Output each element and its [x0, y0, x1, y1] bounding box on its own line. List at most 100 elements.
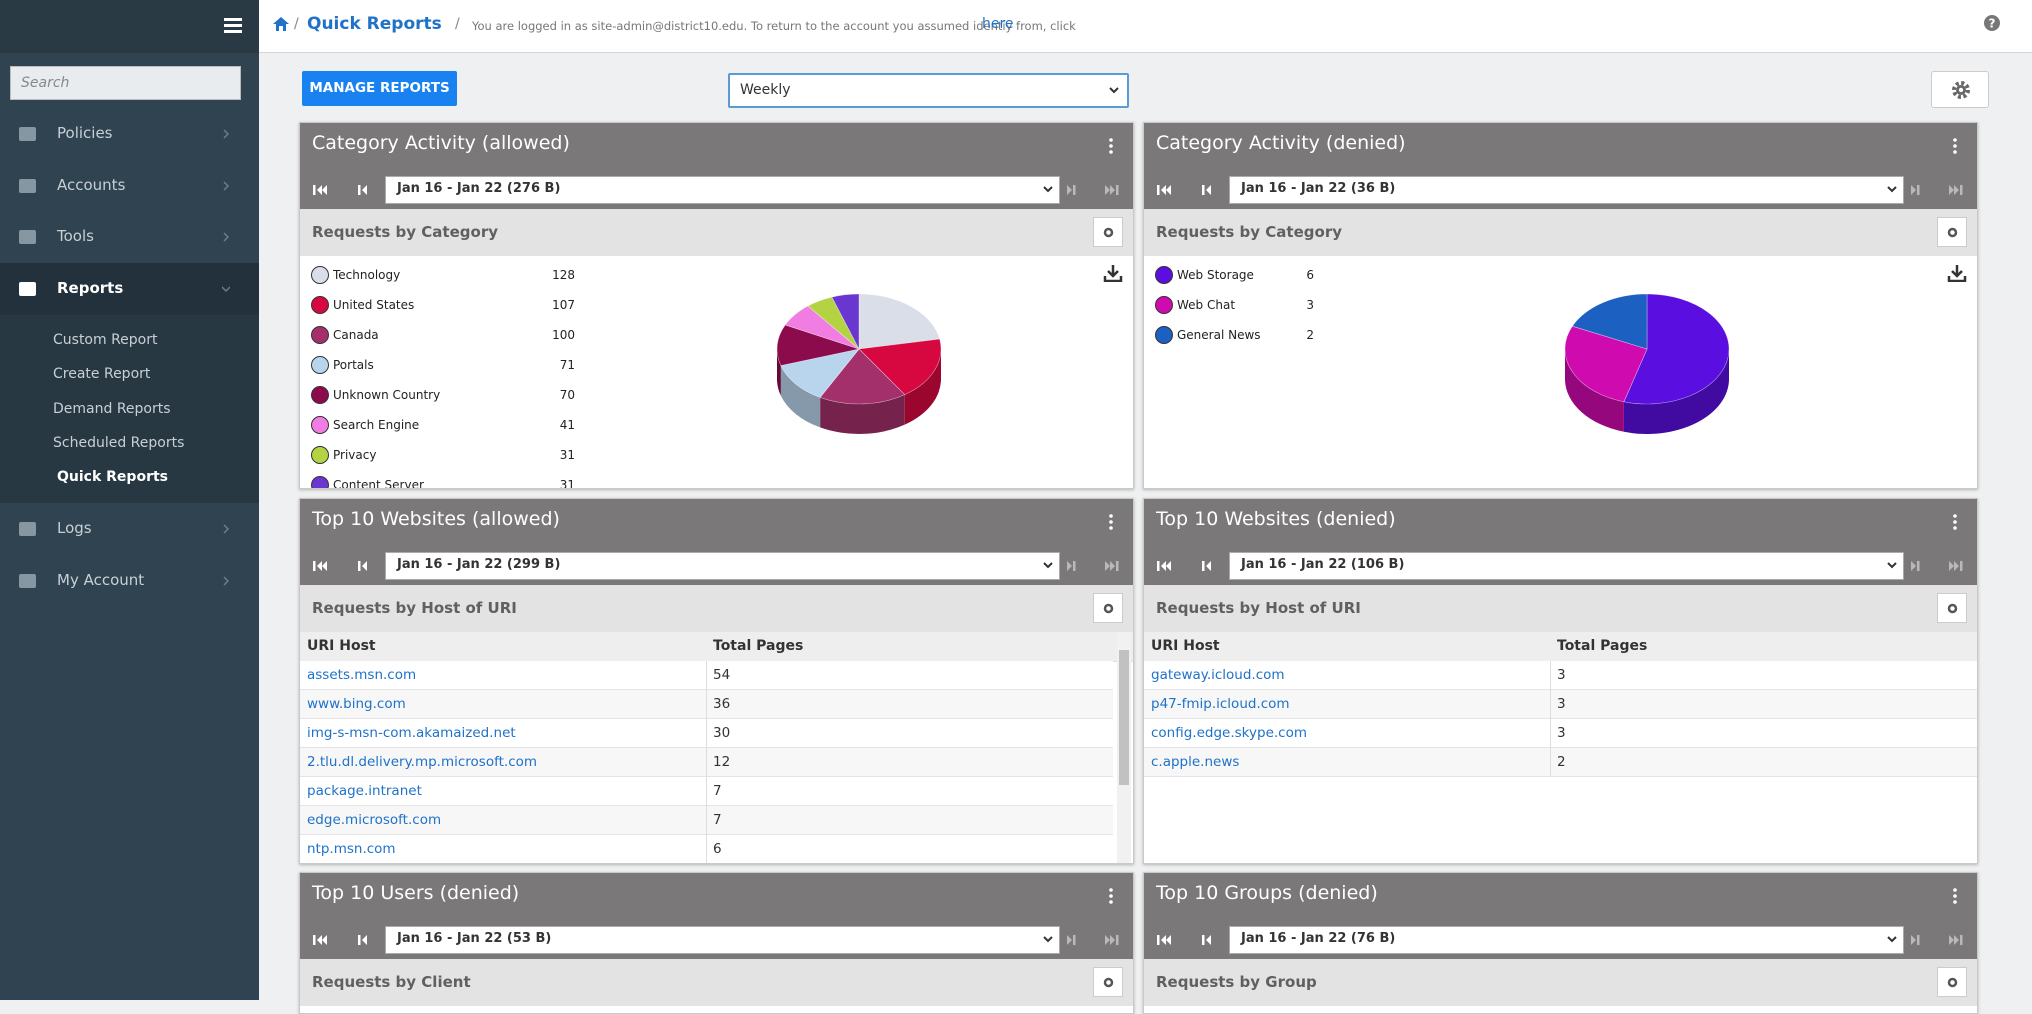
- svg-text:?: ?: [1989, 17, 1996, 31]
- uri-host[interactable]: gateway.icloud.com: [1151, 667, 1285, 683]
- submenu-item[interactable]: Custom Report: [53, 332, 158, 348]
- range-select[interactable]: Jan 16 - Jan 22 (53 B): [385, 926, 1060, 954]
- chevron-line: [223, 129, 230, 139]
- nav-last[interactable]: [1949, 934, 1963, 946]
- chevron-line: [223, 576, 230, 586]
- submenu-item[interactable]: Create Report: [53, 366, 151, 383]
- range-select[interactable]: Jan 16 - Jan 22 (76 B): [1229, 926, 1904, 954]
- nav-first[interactable]: [1157, 560, 1171, 572]
- panel-menu[interactable]: [1109, 514, 1113, 530]
- uri-host[interactable]: www.bing.com: [307, 696, 406, 712]
- help-icon[interactable]: ?: [1983, 14, 2001, 32]
- col-divider: [706, 806, 707, 835]
- nav-next[interactable]: [1908, 560, 1922, 572]
- menu-item[interactable]: Policies: [57, 124, 113, 142]
- download-icon[interactable]: [1947, 264, 1967, 282]
- dot: [1953, 138, 1957, 142]
- nav-first[interactable]: [313, 184, 327, 196]
- menu-item[interactable]: Reports: [57, 279, 124, 297]
- menu-item[interactable]: Tools: [57, 227, 94, 245]
- legend-name: Canada: [333, 328, 379, 342]
- submenu-item[interactable]: Scheduled Reports: [53, 434, 185, 451]
- submenu-item[interactable]: Demand Reports: [53, 400, 171, 417]
- nav-prev[interactable]: [356, 184, 370, 196]
- nav-next[interactable]: [1064, 560, 1078, 572]
- panel-options-button[interactable]: [1093, 217, 1123, 247]
- uri-host[interactable]: assets.msn.com: [307, 667, 417, 683]
- panel-subheader: Requests by Category: [1144, 209, 1977, 256]
- panel-content: Web Storage 6 Web Chat 3 General News 2: [1144, 256, 1977, 488]
- panel-nav-bar: Jan 16 - Jan 22 (53 B): [300, 920, 1133, 959]
- menu-item[interactable]: My Account: [57, 571, 145, 589]
- uri-host[interactable]: c.apple.news: [1151, 754, 1240, 770]
- uri-host[interactable]: 2.tlu.dl.delivery.mp.microsoft.com: [307, 754, 538, 770]
- panel-menu[interactable]: [1109, 888, 1113, 904]
- uri-host[interactable]: config.edge.skype.com: [1151, 725, 1308, 741]
- panel-options-button[interactable]: [1937, 593, 1967, 623]
- panel-menu[interactable]: [1953, 514, 1957, 530]
- panel-options-button[interactable]: [1093, 967, 1123, 997]
- download-icon[interactable]: [1103, 264, 1123, 282]
- uri-host[interactable]: ntp.msn.com: [307, 841, 396, 857]
- nav-prev[interactable]: [356, 934, 370, 946]
- nav-first[interactable]: [1157, 184, 1171, 196]
- nav-prev[interactable]: [356, 560, 370, 572]
- nav-next[interactable]: [1064, 934, 1078, 946]
- return-link[interactable]: here: [982, 16, 1014, 32]
- range-select[interactable]: Jan 16 - Jan 22 (36 B): [1229, 176, 1904, 204]
- panel-menu[interactable]: [1953, 138, 1957, 154]
- nav-last[interactable]: [1949, 184, 1963, 196]
- menu-toggle[interactable]: [224, 18, 242, 34]
- panel-subtitle: Requests by Group: [1156, 973, 1317, 991]
- icon-part: [1103, 265, 1123, 282]
- nav-first[interactable]: [313, 934, 327, 946]
- submenu-item[interactable]: Quick Reports: [57, 469, 168, 486]
- panel-menu[interactable]: [1109, 138, 1113, 154]
- col-divider: [1550, 690, 1551, 719]
- uri-host[interactable]: package.intranet: [307, 783, 422, 799]
- panel-menu[interactable]: [1953, 888, 1957, 904]
- menu-item[interactable]: Logs: [57, 519, 92, 537]
- nav-first[interactable]: [313, 560, 327, 572]
- nav-last[interactable]: [1105, 184, 1119, 196]
- nav-last[interactable]: [1105, 560, 1119, 572]
- settings-button[interactable]: [1931, 71, 1989, 108]
- button-icon: [1103, 227, 1114, 238]
- dropdown-arrow: [1109, 87, 1119, 94]
- col-divider: [706, 690, 707, 719]
- nav-next[interactable]: [1908, 184, 1922, 196]
- panel-title-bar: Top 10 Websites (allowed): [300, 499, 1133, 546]
- chevron: [223, 576, 230, 586]
- pie-side: [780, 365, 821, 428]
- nav-next[interactable]: [1908, 934, 1922, 946]
- range-select[interactable]: Jan 16 - Jan 22 (106 B): [1229, 552, 1904, 580]
- nav-last[interactable]: [1949, 560, 1963, 572]
- uri-host[interactable]: p47-fmip.icloud.com: [1151, 696, 1290, 712]
- panel-options-button[interactable]: [1093, 593, 1123, 623]
- table-row: p47-fmip.icloud.com 3: [1144, 690, 1977, 719]
- panel-options-button[interactable]: [1937, 217, 1967, 247]
- icon-part: [362, 935, 367, 945]
- search-box[interactable]: Search: [10, 66, 241, 100]
- range-select[interactable]: Jan 16 - Jan 22 (276 B): [385, 176, 1060, 204]
- range-select[interactable]: Jan 16 - Jan 22 (299 B): [385, 552, 1060, 580]
- nav-prev[interactable]: [1200, 934, 1214, 946]
- nav-first[interactable]: [1157, 934, 1171, 946]
- nav-next[interactable]: [1064, 184, 1078, 196]
- uri-host[interactable]: img-s-msn-com.akamaized.net: [307, 725, 516, 741]
- period-select[interactable]: Weekly: [728, 73, 1129, 108]
- nav-last[interactable]: [1105, 934, 1119, 946]
- uri-host[interactable]: edge.microsoft.com: [307, 812, 442, 828]
- chevron-line: [223, 232, 230, 242]
- breadcrumb[interactable]: Quick Reports: [307, 14, 442, 34]
- scroll-thumb[interactable]: [1119, 650, 1129, 785]
- menu-item[interactable]: Accounts: [57, 176, 126, 194]
- panel-options-button[interactable]: [1937, 967, 1967, 997]
- nav-prev[interactable]: [1200, 560, 1214, 572]
- home-icon[interactable]: [273, 17, 289, 31]
- arrow: [1887, 186, 1897, 193]
- dot: [1953, 894, 1957, 898]
- manage-reports-button[interactable]: MANAGE REPORTS: [302, 71, 457, 106]
- nav-prev[interactable]: [1200, 184, 1214, 196]
- panel-title: Category Activity (allowed): [312, 132, 570, 154]
